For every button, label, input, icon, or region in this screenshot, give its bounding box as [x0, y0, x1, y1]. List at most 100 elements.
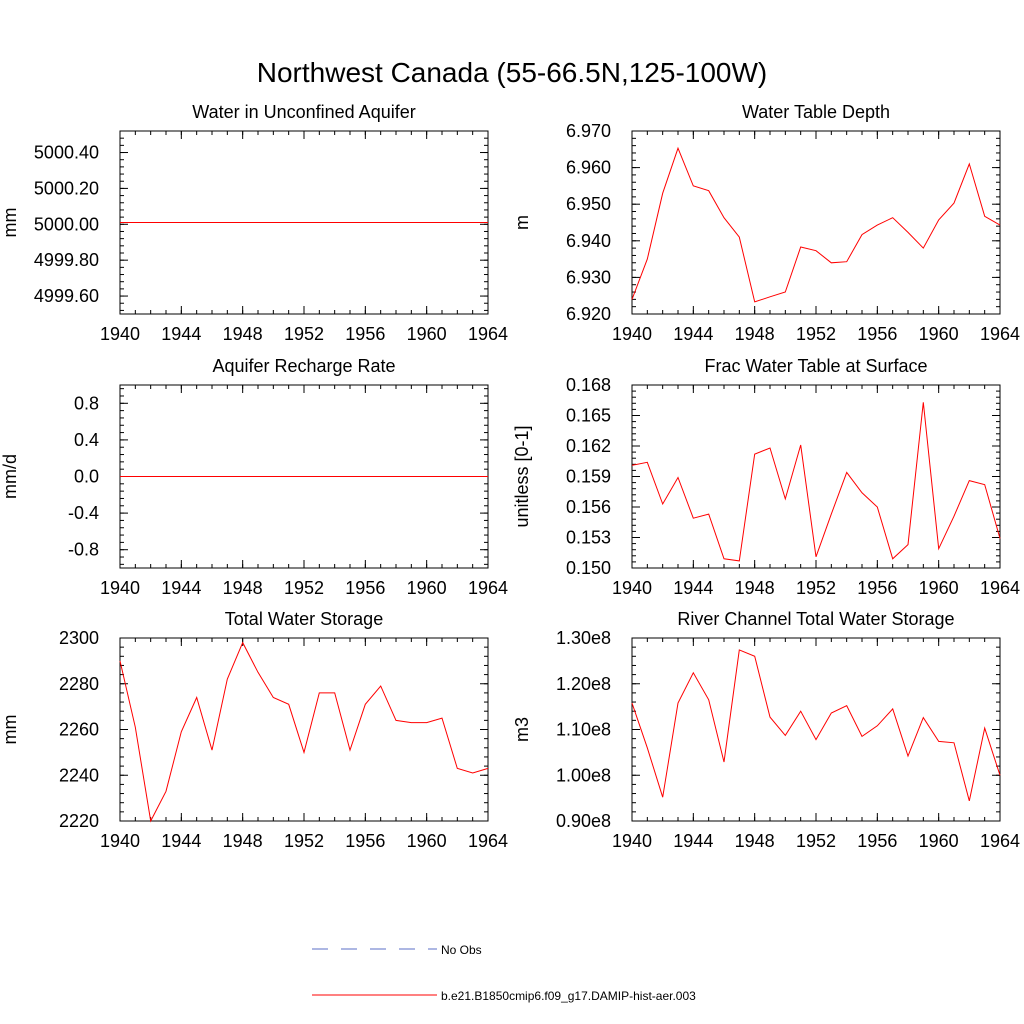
x-tick-label: 1952	[284, 831, 324, 851]
y-axis-label: m	[512, 215, 532, 230]
legend-entry-no-obs: No Obs	[312, 943, 482, 957]
x-tick-label: 1960	[919, 324, 959, 344]
y-tick-label: 6.920	[566, 304, 611, 324]
y-tick-label: 5000.40	[34, 143, 99, 163]
panel-water-table-depth: Water Table Depth m 1940 1944 1948 1952 1956 19…	[512, 102, 1020, 344]
panels: Water in Unconfined Aquifer mm 1940 1944 194…	[0, 102, 1020, 851]
y-tick-label: -0.8	[68, 540, 99, 560]
x-tick-label: 1948	[735, 831, 775, 851]
panel-title: Frac Water Table at Surface	[704, 356, 927, 376]
x-tick-label: 1956	[857, 831, 897, 851]
x-tick-label: 1964	[980, 324, 1020, 344]
y-tick-label: 0.0	[74, 467, 99, 487]
panel-total-water-storage: Total Water Storage mm 1940 1944 1948 1952 195…	[0, 609, 508, 851]
legend-entry-model: b.e21.B1850cmip6.f09_g17.DAMIP-hist-aer.…	[312, 989, 696, 1003]
x-tick-label: 1952	[796, 578, 836, 598]
series-line-river-channel-storage	[631, 649, 1001, 802]
y-axis-label: m3	[512, 717, 532, 742]
y-tick-label: 1.20e8	[556, 674, 611, 694]
x-tick-label: 1960	[407, 578, 447, 598]
x-tick-label: 1944	[673, 578, 713, 598]
x-tick-label: 1940	[612, 831, 652, 851]
x-tick-label: 1964	[468, 578, 508, 598]
x-tick-label: 1940	[100, 831, 140, 851]
y-tick-label: 0.150	[566, 558, 611, 578]
y-tick-label: 0.159	[566, 467, 611, 487]
x-tick-label: 1944	[161, 831, 201, 851]
x-tick-label: 1956	[345, 831, 385, 851]
panel-water-unconfined-aquifer: Water in Unconfined Aquifer mm 1940 1944 194…	[0, 102, 508, 344]
x-tick-label: 1940	[100, 324, 140, 344]
panel-title: Total Water Storage	[225, 609, 383, 629]
y-axis-label: mm	[0, 208, 20, 238]
y-axis-label: mm	[0, 715, 20, 745]
x-tick-label: 1964	[468, 324, 508, 344]
x-tick-label: 1940	[100, 578, 140, 598]
plot-frame	[119, 637, 489, 822]
x-tick-label: 1952	[284, 324, 324, 344]
x-tick-label: 1948	[735, 324, 775, 344]
series-line-frac-water-table-surface	[631, 402, 1001, 562]
x-tick-label: 1944	[673, 831, 713, 851]
x-tick-label: 1956	[857, 578, 897, 598]
plot-frame	[631, 384, 1001, 569]
x-tick-label: 1944	[673, 324, 713, 344]
panel-river-channel-storage: River Channel Total Water Storage m3 1940 1…	[512, 609, 1020, 851]
y-tick-label: 6.950	[566, 194, 611, 214]
y-tick-label: 2300	[59, 628, 99, 648]
y-tick-label: 1.10e8	[556, 720, 611, 740]
y-axis-label: unitless [0-1]	[512, 425, 532, 527]
y-tick-label: 0.156	[566, 497, 611, 517]
y-tick-label: 0.162	[566, 436, 611, 456]
x-tick-label: 1944	[161, 324, 201, 344]
y-tick-label: 0.165	[566, 406, 611, 426]
panel-frac-water-table-surface: Frac Water Table at Surface unitless [0-1…	[512, 356, 1020, 598]
x-tick-label: 1948	[223, 324, 263, 344]
x-tick-label: 1956	[345, 324, 385, 344]
x-tick-label: 1952	[796, 324, 836, 344]
y-tick-label: 0.168	[566, 375, 611, 395]
y-tick-label: 4999.60	[34, 286, 99, 306]
legend-label-no-obs: No Obs	[441, 943, 482, 957]
x-tick-label: 1948	[223, 831, 263, 851]
y-tick-label: 0.4	[74, 430, 99, 450]
x-tick-label: 1960	[407, 831, 447, 851]
y-tick-label: 0.8	[74, 393, 99, 413]
y-tick-label: 5000.00	[34, 214, 99, 234]
y-tick-label: 6.930	[566, 267, 611, 287]
y-tick-label: 1.00e8	[556, 765, 611, 785]
legend: No Obs b.e21.B1850cmip6.f09_g17.DAMIP-hi…	[312, 943, 696, 1003]
panel-title: Aquifer Recharge Rate	[212, 356, 395, 376]
y-tick-label: 0.90e8	[556, 811, 611, 831]
panel-title: River Channel Total Water Storage	[677, 609, 954, 629]
plot-frame	[631, 130, 1001, 315]
x-tick-label: 1952	[284, 578, 324, 598]
plot-frame	[631, 637, 1001, 822]
y-tick-label: 2220	[59, 811, 99, 831]
x-tick-label: 1944	[161, 578, 201, 598]
y-tick-label: -0.4	[68, 503, 99, 523]
panel-title: Water in Unconfined Aquifer	[192, 102, 415, 122]
y-tick-label: 4999.80	[34, 250, 99, 270]
y-tick-label: 6.940	[566, 231, 611, 251]
x-tick-label: 1964	[468, 831, 508, 851]
y-tick-label: 5000.20	[34, 178, 99, 198]
x-tick-label: 1960	[919, 578, 959, 598]
panel-title: Water Table Depth	[742, 102, 890, 122]
x-tick-label: 1948	[735, 578, 775, 598]
y-tick-label: 1.30e8	[556, 628, 611, 648]
y-tick-label: 6.960	[566, 158, 611, 178]
x-tick-label: 1964	[980, 831, 1020, 851]
y-tick-label: 2260	[59, 720, 99, 740]
x-tick-label: 1960	[919, 831, 959, 851]
y-tick-label: 2280	[59, 674, 99, 694]
y-tick-label: 6.970	[566, 121, 611, 141]
x-tick-label: 1948	[223, 578, 263, 598]
x-tick-label: 1940	[612, 578, 652, 598]
panel-aquifer-recharge-rate: Aquifer Recharge Rate mm/d 1940 1944 1948 195…	[0, 356, 508, 598]
x-tick-label: 1964	[980, 578, 1020, 598]
series-line-total-water-storage	[119, 641, 489, 823]
y-axis-label: mm/d	[0, 454, 20, 499]
x-tick-label: 1960	[407, 324, 447, 344]
